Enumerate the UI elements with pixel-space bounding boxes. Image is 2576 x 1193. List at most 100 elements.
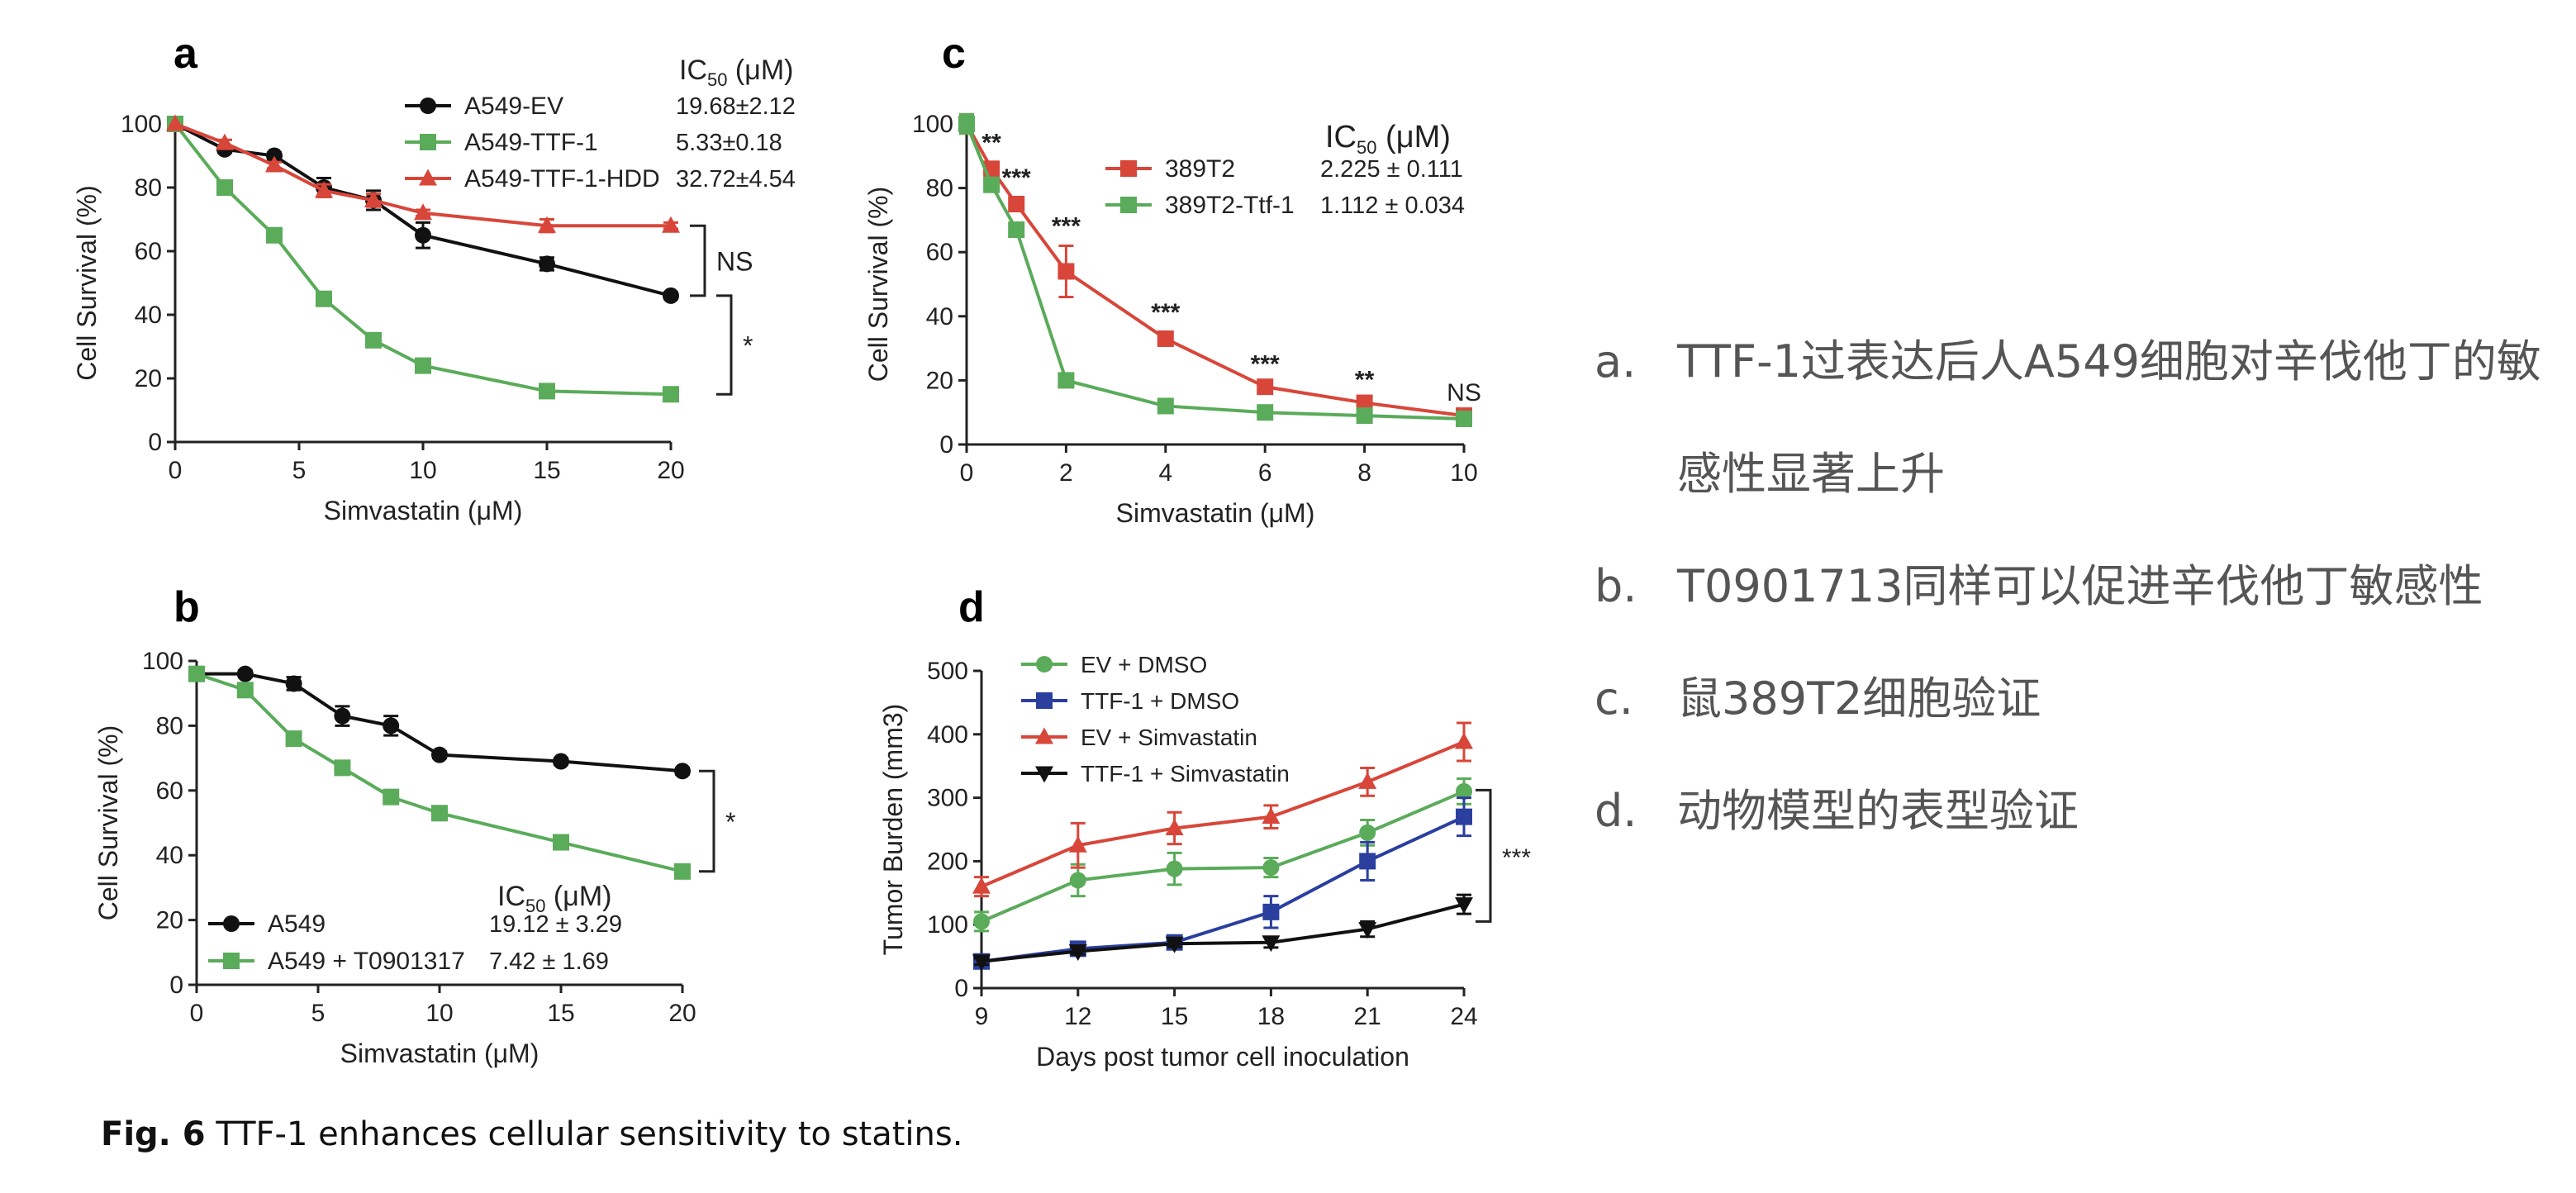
x-axis-label: Simvastatin (μM) <box>1116 498 1315 528</box>
x-tick-label: 12 <box>1064 1003 1091 1030</box>
y-tick-label: 500 <box>927 658 968 685</box>
x-axis-label: Simvastatin (μM) <box>324 496 523 525</box>
y-tick-label: 60 <box>135 238 162 265</box>
data-point <box>266 147 283 164</box>
data-point <box>166 114 184 131</box>
legend-label: A549-EV <box>464 93 563 120</box>
y-axis-label: Tumor Burden (mm3) <box>878 704 908 956</box>
legend-marker <box>1035 766 1053 783</box>
x-tick-label: 20 <box>668 1000 696 1027</box>
significance-marker: *** <box>1052 212 1081 240</box>
legend-label: TTF-1 + Simvastatin <box>1081 761 1290 787</box>
data-point <box>1262 935 1281 953</box>
x-tick-label: 20 <box>657 457 684 484</box>
significance-marker: ** <box>981 130 1001 157</box>
note-letter: d. <box>1595 785 1637 837</box>
note-item-c: c. 鼠389T2细胞验证 <box>1595 643 2545 755</box>
legend-marker <box>420 134 436 150</box>
legend-marker <box>1036 656 1053 673</box>
caption-label: Fig. 6 <box>101 1115 206 1153</box>
y-tick-label: 0 <box>954 975 968 1002</box>
data-point <box>1157 330 1174 347</box>
legend-marker <box>1120 160 1137 177</box>
x-tick-label: 0 <box>190 1000 204 1027</box>
figure-caption: Fig. 6 TTF-1 enhances cellular sensitivi… <box>101 1115 962 1153</box>
data-point <box>983 176 1000 193</box>
data-point <box>266 226 283 244</box>
panel-a: a 0 5 10 15 20 0 20 40 60 80 100 Simvastatin (μM) Ce… <box>72 30 796 525</box>
ic50-header: IC50 (μM) <box>1325 120 1451 158</box>
x-tick-label: 10 <box>425 1000 453 1027</box>
y-tick-label: 20 <box>135 365 162 392</box>
note-letter: c. <box>1595 673 1633 725</box>
x-axis-label: Days post tumor cell inoculation <box>1036 1042 1409 1072</box>
note-text: 动物模型的表型验证 <box>1677 785 2079 837</box>
x-tick-label: 24 <box>1450 1003 1477 1030</box>
legend-label: A549-TTF-1 <box>464 129 598 156</box>
data-point <box>1157 397 1174 415</box>
panel-label-c: c <box>942 30 966 78</box>
y-tick-label: 200 <box>927 848 968 875</box>
y-tick-label: 80 <box>156 712 183 739</box>
data-point <box>539 383 555 400</box>
data-point <box>431 746 448 763</box>
ic50-value: 19.68±2.12 <box>676 93 796 120</box>
data-point <box>334 707 351 725</box>
series-line <box>981 902 1465 963</box>
significance-ns: NS <box>716 247 753 277</box>
note-text: 鼠389T2细胞验证 <box>1677 673 2041 725</box>
y-axis-label: Cell Survival (%) <box>72 185 102 380</box>
data-point <box>674 763 691 780</box>
data-point <box>1069 872 1086 889</box>
note-item-d: d. 动物模型的表型验证 <box>1595 755 2545 867</box>
data-point <box>431 805 448 822</box>
data-point <box>415 357 431 374</box>
data-point <box>383 788 400 806</box>
significance-marker: ** <box>1355 367 1375 394</box>
legend-label: EV + DMSO <box>1081 652 1207 677</box>
y-tick-label: 40 <box>156 842 183 869</box>
data-point <box>1358 922 1377 939</box>
y-tick-label: 40 <box>135 302 162 329</box>
data-point <box>285 675 302 692</box>
data-point <box>316 290 332 307</box>
panel-d: d 9 12 15 18 21 24 0 100 200 300 400 500 Days post t… <box>878 583 1531 1072</box>
panel-b: b 0 5 10 15 20 0 20 40 60 80 100 Simvastatin (μM) Ce… <box>93 583 735 1068</box>
data-point <box>1455 897 1473 915</box>
ic50-header: IC50 (μM) <box>679 55 794 90</box>
legend-label: A549-TTF-1-HDD <box>464 165 660 192</box>
data-point <box>414 203 432 221</box>
data-point <box>1008 221 1025 239</box>
y-tick-label: 80 <box>926 175 953 202</box>
y-tick-label: 0 <box>939 431 953 459</box>
data-point <box>662 216 680 233</box>
data-point <box>216 179 233 196</box>
data-point <box>1262 807 1281 825</box>
legend-label: 389T2-Ttf-1 <box>1165 192 1295 219</box>
data-point <box>216 133 234 150</box>
x-tick-label: 10 <box>1450 459 1477 487</box>
data-point <box>315 181 333 198</box>
y-tick-label: 80 <box>135 174 162 202</box>
data-point <box>188 665 205 682</box>
ic50-value: 5.33±0.18 <box>676 130 782 156</box>
data-point <box>663 386 679 403</box>
data-point <box>1456 410 1472 427</box>
significance-marker: *** <box>1151 299 1180 326</box>
note-letter: b. <box>1595 560 1637 612</box>
data-point <box>674 863 691 880</box>
series-line <box>196 672 683 873</box>
panel-label-d: d <box>958 583 985 631</box>
data-point <box>973 913 990 930</box>
note-text: T0901713同样可以促进辛伐他丁敏感性 <box>1677 560 2483 612</box>
y-axis-label: Cell Survival (%) <box>863 187 893 382</box>
significance-star: *** <box>1502 844 1531 872</box>
x-tick-label: 4 <box>1158 459 1172 487</box>
data-point <box>1257 378 1274 396</box>
significance-marker: *** <box>1002 164 1031 192</box>
y-axis-label: Cell Survival (%) <box>93 725 123 920</box>
data-point <box>1356 407 1373 425</box>
y-tick-label: 20 <box>926 367 953 394</box>
legend-marker <box>1035 727 1053 744</box>
